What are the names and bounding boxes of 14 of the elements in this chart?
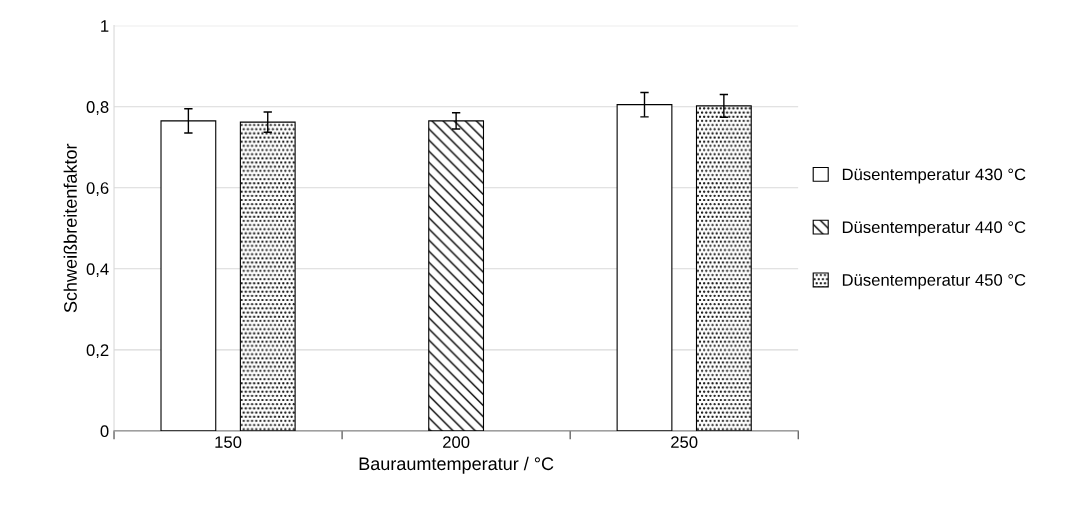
- x-axis-title: Bauraumtemperatur / °C: [359, 456, 554, 474]
- y-axis-title: Schweißbreitenfaktor: [63, 143, 77, 313]
- y-tick-label: 0,4: [86, 263, 109, 277]
- y-tick-label: 0,2: [86, 344, 109, 359]
- legend-label: Düsentemperatur 450 °C: [842, 274, 1026, 290]
- y-tick-label: 0,8: [86, 101, 109, 115]
- y-tick-label: 0: [100, 425, 109, 438]
- y-tick-label: 1: [101, 20, 109, 32]
- y-tick-label: 0,6: [86, 182, 109, 196]
- x-tick-label: 150: [215, 436, 242, 449]
- legend-label: Düsentemperatur 440 °C: [842, 221, 1026, 237]
- x-tick-label: 200: [443, 436, 470, 449]
- x-tick-label: 250: [671, 436, 698, 449]
- legend-label: Düsentemperatur 430 °C: [842, 168, 1026, 184]
